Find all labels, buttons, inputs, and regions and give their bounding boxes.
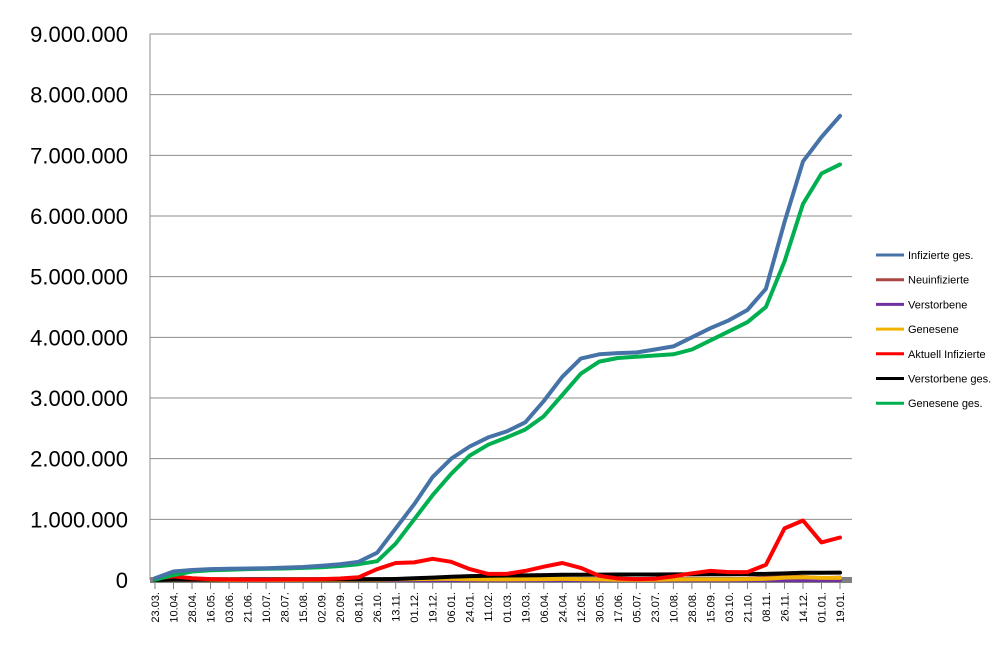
x-tick-label: 24.04. <box>557 592 569 623</box>
x-tick-label: 10.04. <box>169 592 181 623</box>
x-tick-label: 08.10. <box>354 592 366 623</box>
x-tick-label: 21.10. <box>742 592 754 623</box>
legend-label: Verstorbene <box>908 299 967 311</box>
x-tick-label: 12.05. <box>576 592 588 623</box>
y-tick-label: 6.000.000 <box>30 204 128 229</box>
y-axis-tick-labels: 0 1.000.000 2.000.000 3.000.000 4.000.000 5.0… <box>30 22 128 593</box>
x-tick-label: 14.12. <box>798 592 810 623</box>
x-tick-label: 15.09. <box>705 592 717 623</box>
legend-label: Infizierte ges. <box>908 250 973 262</box>
y-tick-label: 4.000.000 <box>30 325 128 350</box>
x-tick-label: 15.08. <box>298 592 310 623</box>
legend-label: Neuinfizierte <box>908 275 969 287</box>
series-line-6 <box>153 162 842 582</box>
legend-label: Verstorbene ges. <box>908 374 991 386</box>
x-tick-label: 10.07. <box>261 592 273 623</box>
x-tick-label: 23.07. <box>650 592 662 623</box>
x-tick-label: 30.05. <box>594 592 606 623</box>
y-tick-label: 3.000.000 <box>30 386 128 411</box>
x-tick-label: 24.01. <box>465 592 477 623</box>
x-tick-label: 17.06. <box>613 592 625 623</box>
x-axis-tick-labels: 23.03. 10.04. 28.04. 16.05. 03.06. 21.06. 10.0… <box>150 583 847 623</box>
y-tick-label: 7.000.000 <box>30 143 128 168</box>
x-tick-label: 23.03. <box>150 592 162 623</box>
y-tick-label: 1.000.000 <box>30 507 128 532</box>
x-tick-label: 01.03. <box>502 592 514 623</box>
x-tick-label: 11.02. <box>483 592 495 622</box>
series-lines <box>153 113 842 582</box>
x-tick-label: 03.06. <box>224 592 236 623</box>
legend-label: Genesene ges. <box>908 398 983 410</box>
y-tick-label: 2.000.000 <box>30 447 128 472</box>
x-tick-label: 21.06. <box>243 592 255 623</box>
x-tick-label: 01.12. <box>409 592 421 623</box>
x-tick-label: 19.12. <box>428 592 440 623</box>
y-tick-label: 5.000.000 <box>30 265 128 290</box>
x-tick-label: 28.04. <box>187 592 199 623</box>
x-tick-label: 19.03. <box>520 592 532 623</box>
x-tick-label: 05.07. <box>631 592 643 623</box>
series-line-4 <box>153 518 842 582</box>
x-tick-label: 20.09. <box>335 592 347 623</box>
x-tick-label: 26.10. <box>372 592 384 623</box>
x-tick-label: 03.10. <box>724 592 736 623</box>
x-tick-label: 02.09. <box>317 592 329 623</box>
legend-label: Genesene <box>908 324 959 336</box>
x-tick-label: 16.05. <box>206 592 218 623</box>
x-tick-label: 06.01. <box>446 592 458 623</box>
y-tick-label: 0 <box>116 568 128 593</box>
y-tick-label: 9.000.000 <box>30 22 128 47</box>
legend-label: Aktuell Infizierte <box>908 349 986 361</box>
x-tick-label: 19.01. <box>835 592 847 623</box>
series-line-0 <box>153 113 842 581</box>
x-tick-label: 01.01. <box>816 592 828 623</box>
x-tick-label: 06.04. <box>539 592 551 623</box>
x-tick-label: 26.11. <box>779 592 791 622</box>
x-tick-label: 10.08. <box>668 592 680 623</box>
x-tick-label: 13.11. <box>391 592 403 622</box>
y-tick-label: 8.000.000 <box>30 83 128 108</box>
x-tick-label: 28.07. <box>280 592 292 623</box>
legend: Infizierte ges. Neuinfizierte Verstorbene G… <box>876 250 991 410</box>
x-tick-label: 08.11. <box>761 592 773 622</box>
x-tick-label: 28.08. <box>687 592 699 623</box>
